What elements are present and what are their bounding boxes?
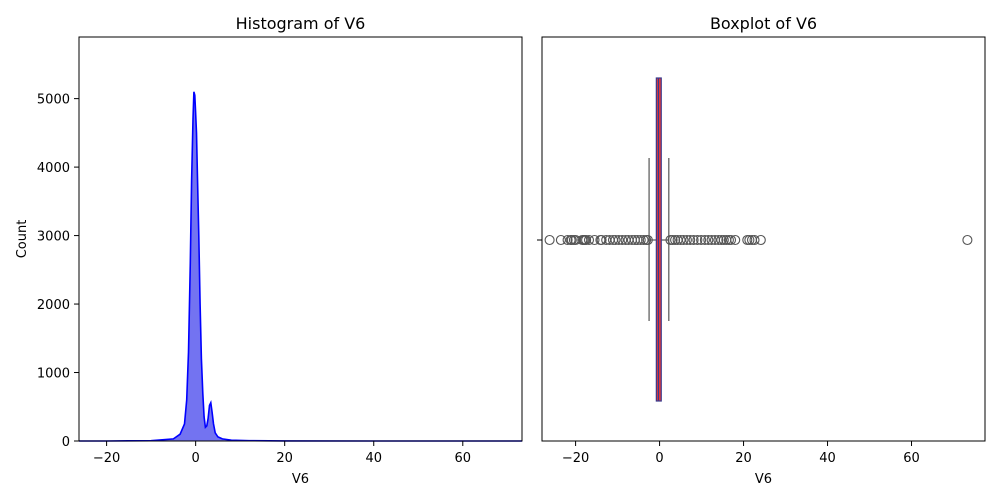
y-tick-label: 3000 xyxy=(37,230,70,245)
x-tick-label: 40 xyxy=(819,451,836,466)
outlier-point xyxy=(685,234,696,246)
outlier-point xyxy=(596,234,607,246)
outlier-point xyxy=(581,234,592,246)
y-tick-label: 5000 xyxy=(37,93,70,108)
y-tick-label: 2000 xyxy=(37,298,70,313)
outlier-point xyxy=(713,234,724,246)
x-tick-label: 0 xyxy=(192,451,200,466)
outlier-point xyxy=(696,234,707,246)
outlier-point xyxy=(725,234,737,246)
outlier-point xyxy=(755,234,766,246)
boxplot-x-ticks: −20 0 20 40 60 xyxy=(562,441,920,466)
outlier-point xyxy=(706,234,717,246)
histogram-title: Histogram of V6 xyxy=(236,14,366,33)
histogram-frame xyxy=(78,36,523,442)
x-tick-label: −20 xyxy=(93,451,120,466)
outlier-point xyxy=(562,234,573,246)
outlier-point xyxy=(730,234,741,246)
outlier-point xyxy=(692,234,703,246)
y-tick-label: 4000 xyxy=(37,161,70,176)
x-tick-label: 20 xyxy=(735,451,752,466)
x-tick-label: −20 xyxy=(562,451,589,466)
outlier-point xyxy=(681,234,692,246)
outlier-point xyxy=(749,234,760,246)
outlier-point xyxy=(638,234,649,246)
x-tick-label: 60 xyxy=(455,451,472,466)
histogram-y-axis-label: Count xyxy=(15,220,30,259)
outlier-point xyxy=(632,234,643,246)
outlier-point xyxy=(613,234,624,246)
x-tick-label: 0 xyxy=(655,451,663,466)
x-tick-label: 60 xyxy=(903,451,920,466)
kde-curve-line xyxy=(79,91,522,442)
outlier-point xyxy=(716,234,727,246)
histogram-x-ticks: −20 0 20 40 60 xyxy=(93,441,471,466)
outlier-point xyxy=(544,234,555,246)
y-tick-label: 1000 xyxy=(37,367,70,382)
outlier-point xyxy=(555,234,566,246)
boxplot-marks xyxy=(544,77,973,402)
outlier-point xyxy=(699,234,710,246)
boxplot-plot-area xyxy=(542,37,985,441)
outlier-point xyxy=(703,234,714,246)
boxplot-x-axis-label: V6 xyxy=(755,472,772,487)
x-tick-label: 40 xyxy=(365,451,382,466)
outlier-point xyxy=(667,234,678,246)
histogram-x-axis-label: V6 xyxy=(292,472,309,487)
histogram-y-ticks: 0 1000 2000 3000 4000 5000 xyxy=(37,93,79,450)
outlier-point xyxy=(675,234,686,246)
outlier-point xyxy=(962,234,973,246)
outlier-point xyxy=(589,234,600,246)
histogram-panel: −20 0 20 40 60 0 1000 2000 3000 4000 5000 Histogr… xyxy=(15,14,523,487)
outlier-point xyxy=(642,234,653,246)
outlier-point xyxy=(635,234,646,246)
outlier-point xyxy=(617,234,628,246)
boxplot-panel: −20 0 20 40 60 Boxplot of V6 V6 xyxy=(537,14,986,487)
outlier-point xyxy=(670,234,681,246)
outlier-point xyxy=(688,234,699,246)
outlier-point xyxy=(678,234,689,246)
x-tick-label: 20 xyxy=(276,451,293,466)
outlier-point xyxy=(610,234,621,246)
histogram-bars-area xyxy=(79,91,522,442)
boxplot-title: Boxplot of V6 xyxy=(710,14,817,33)
histogram-plot-area xyxy=(79,37,522,441)
boxplot-frame xyxy=(541,36,986,442)
histogram-marks xyxy=(79,91,522,442)
outlier-point xyxy=(718,234,729,246)
y-tick-label: 0 xyxy=(62,435,70,450)
outlier-point xyxy=(744,234,755,246)
outlier-point xyxy=(583,234,595,246)
